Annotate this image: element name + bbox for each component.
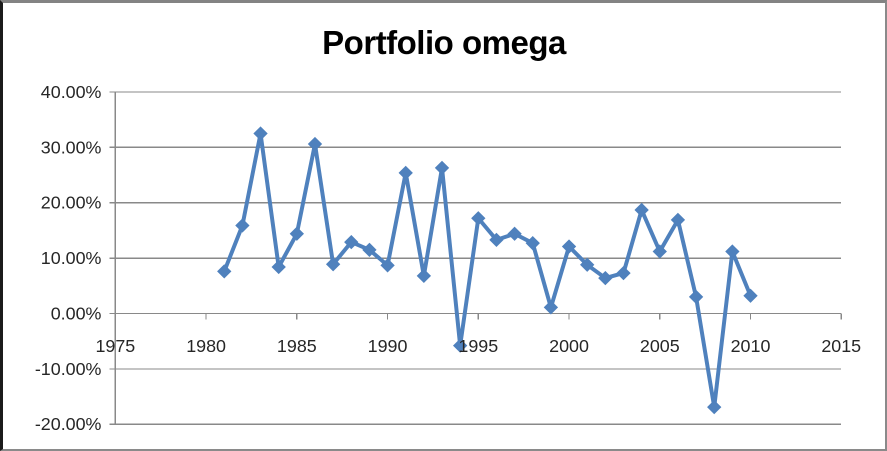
data-point-marker [725,244,740,259]
data-point-marker [253,126,268,141]
data-point-marker [416,268,432,283]
x-tick-label: 2015 [821,336,861,356]
x-tick-label: 1995 [458,336,498,356]
y-tick-label: -20.00% [35,414,102,434]
line-chart-plot-area: 40.00% 30.00% 20.00% 10.00% 0.00% -10.00% -20.… [35,82,861,434]
data-point-marker [598,270,613,286]
y-tick-label: 0.00% [51,303,102,323]
x-tick-label: 1980 [186,336,226,356]
y-tick-label: 10.00% [41,248,102,268]
data-point-marker [398,165,413,180]
data-point-marker [325,257,341,272]
data-point-marker [434,160,450,175]
data-point-marker [543,300,559,315]
data-point-marker [217,264,232,279]
data-point-marker [380,258,395,273]
data-point-marker [289,226,305,241]
data-point-marker [688,289,704,305]
x-tick-label: 2000 [549,336,589,356]
y-tick-label: 30.00% [41,137,102,157]
data-point-marker [580,257,595,272]
data-point-marker [307,136,323,152]
data-point-marker [707,399,722,415]
data-point-marker [616,265,631,281]
y-tick-label: 40.00% [41,82,102,102]
x-tick-label: 1975 [95,336,135,356]
data-point-marker [452,338,468,353]
x-tick-label: 2005 [640,336,680,356]
data-point-marker [561,239,577,254]
data-point-marker [743,288,758,303]
data-point-marker [471,211,486,226]
data-point-marker [507,226,522,241]
series-line [222,131,753,410]
x-tick-label: 1985 [277,336,317,356]
data-point-marker [271,259,286,275]
data-point-marker [670,212,686,228]
data-point-marker [489,232,504,247]
y-tick-label: -10.00% [35,359,102,379]
y-tick-label: 20.00% [41,193,102,213]
x-tick-label: 2010 [731,336,771,356]
data-point-marker [362,242,377,257]
data-point-marker [235,218,250,233]
data-point-marker [634,202,649,218]
x-tick-label: 1990 [368,336,408,356]
data-point-marker [525,236,540,251]
data-point-marker [344,234,359,250]
data-point-marker [652,244,667,259]
